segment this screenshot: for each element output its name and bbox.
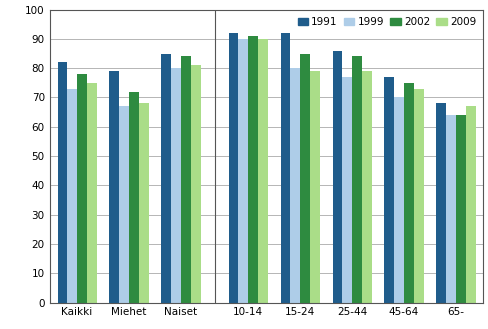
Bar — [413, 89, 423, 303]
Bar — [228, 33, 238, 303]
Bar — [465, 106, 474, 303]
Bar — [455, 115, 465, 303]
Bar — [435, 103, 445, 303]
Legend: 1991, 1999, 2002, 2009: 1991, 1999, 2002, 2009 — [295, 15, 477, 29]
Bar — [258, 39, 267, 303]
Bar — [248, 36, 258, 303]
Bar — [77, 74, 87, 303]
Bar — [361, 71, 371, 303]
Bar — [58, 62, 67, 303]
Bar — [280, 33, 290, 303]
Bar — [190, 65, 200, 303]
Bar — [87, 83, 97, 303]
Bar — [171, 68, 181, 303]
Bar — [384, 77, 393, 303]
Bar — [351, 57, 361, 303]
Bar — [403, 83, 413, 303]
Bar — [109, 71, 119, 303]
Bar — [393, 97, 403, 303]
Bar — [67, 89, 77, 303]
Bar — [139, 103, 148, 303]
Bar — [181, 57, 190, 303]
Bar — [238, 39, 248, 303]
Bar — [300, 54, 309, 303]
Bar — [342, 77, 351, 303]
Bar — [309, 71, 319, 303]
Bar — [332, 51, 342, 303]
Bar — [290, 68, 300, 303]
Bar — [445, 115, 455, 303]
Bar — [129, 92, 139, 303]
Bar — [161, 54, 171, 303]
Bar — [119, 106, 129, 303]
